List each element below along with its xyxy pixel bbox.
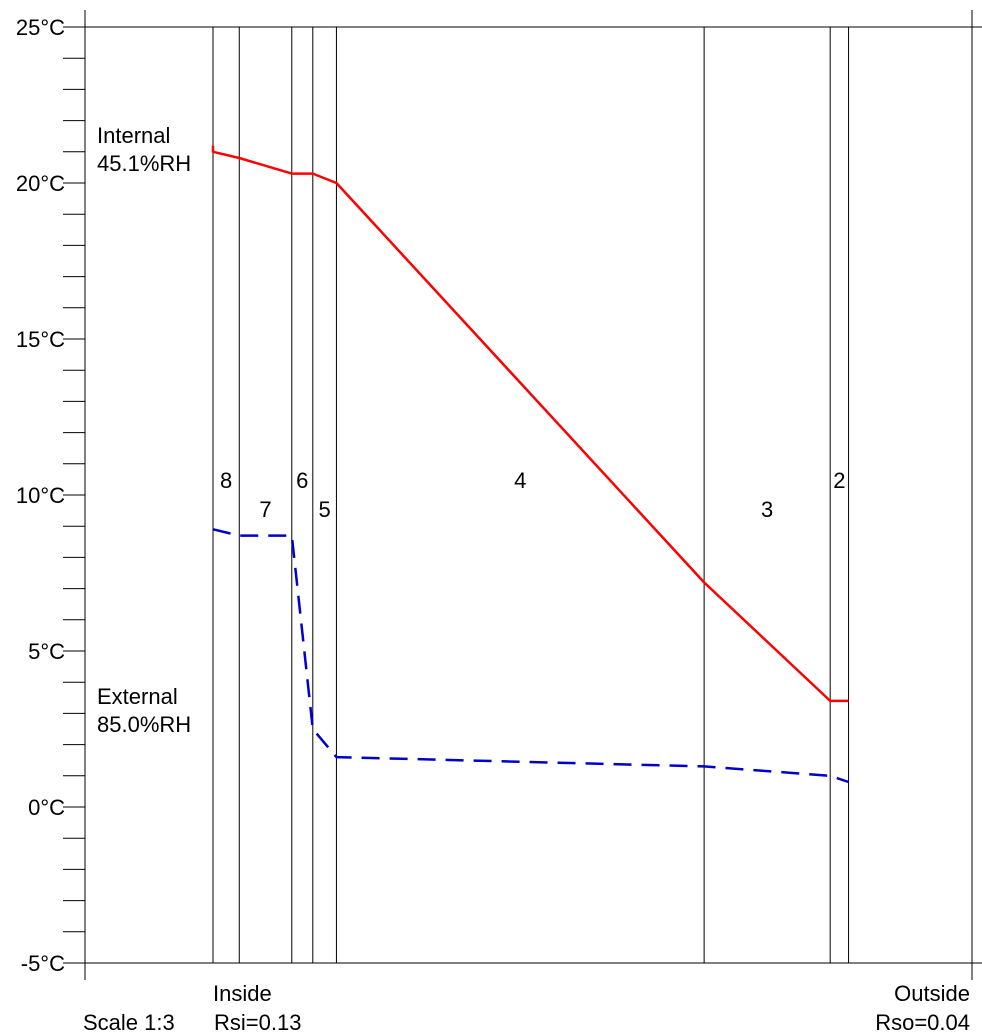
temperature-line (211, 145, 849, 703)
y-ticks: 25°C 20°C 15°C 10°C 5°C 0°C -5°C (16, 15, 85, 976)
y-tick-label: 15°C (16, 327, 65, 352)
layer-label: 8 (220, 468, 232, 493)
layer-labels: 8 765 4 3 2 (220, 468, 845, 522)
layer-label: 6 (296, 468, 308, 493)
y-tick-label: 25°C (16, 15, 65, 40)
y-tick-label: 5°C (28, 639, 65, 664)
series-lines (211, 145, 849, 784)
y-tick-label: -5°C (21, 951, 65, 976)
layer-label: 5 (318, 497, 330, 522)
y-tick-label: 20°C (16, 171, 65, 196)
y-tick-label: 10°C (16, 483, 65, 508)
external-title: External (97, 684, 178, 709)
inside-label: Inside (213, 981, 272, 1006)
chart-frame (84, 10, 982, 980)
outside-label: Outside (894, 981, 970, 1006)
y-tick-label: 0°C (28, 795, 65, 820)
rso-label: Rso=0.04 (875, 1010, 970, 1034)
layer-label: 4 (514, 468, 526, 493)
internal-title: Internal (97, 123, 170, 148)
layer-boundaries (212, 27, 850, 963)
layer-label: 3 (761, 497, 773, 522)
layer-label: 7 (259, 497, 271, 522)
scale-label: Scale 1:3 (83, 1010, 175, 1034)
dewpoint-line (212, 528, 849, 784)
internal-rh-label: 45.1%RH (97, 151, 191, 176)
rsi-label: Rsi=0.13 (214, 1010, 301, 1034)
layer-label: 2 (833, 468, 845, 493)
external-rh-label: 85.0%RH (97, 712, 191, 737)
